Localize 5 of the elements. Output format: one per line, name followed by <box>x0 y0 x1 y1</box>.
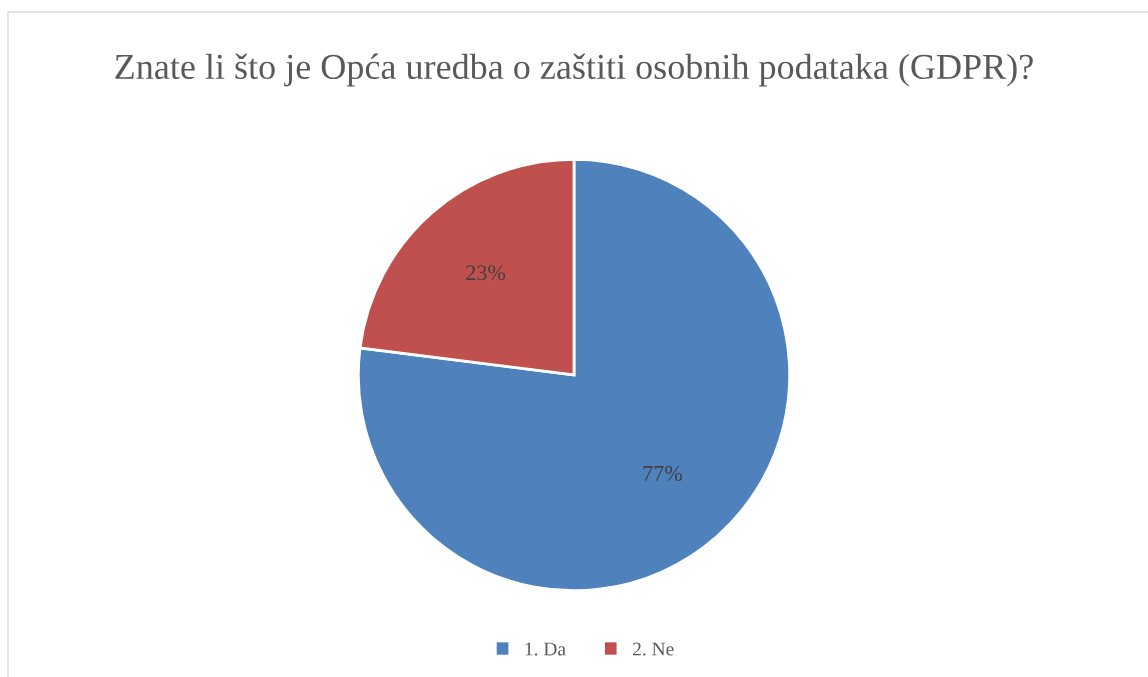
legend-label: 1. Da <box>525 642 566 656</box>
data-label: 23% <box>466 265 506 281</box>
chart-title: Znate li što je Opća uredba o zaštiti osobnih podataka (GDPR)? <box>115 53 1033 87</box>
data-label: 77% <box>643 465 683 481</box>
legend-label: 2. Ne <box>633 642 674 656</box>
